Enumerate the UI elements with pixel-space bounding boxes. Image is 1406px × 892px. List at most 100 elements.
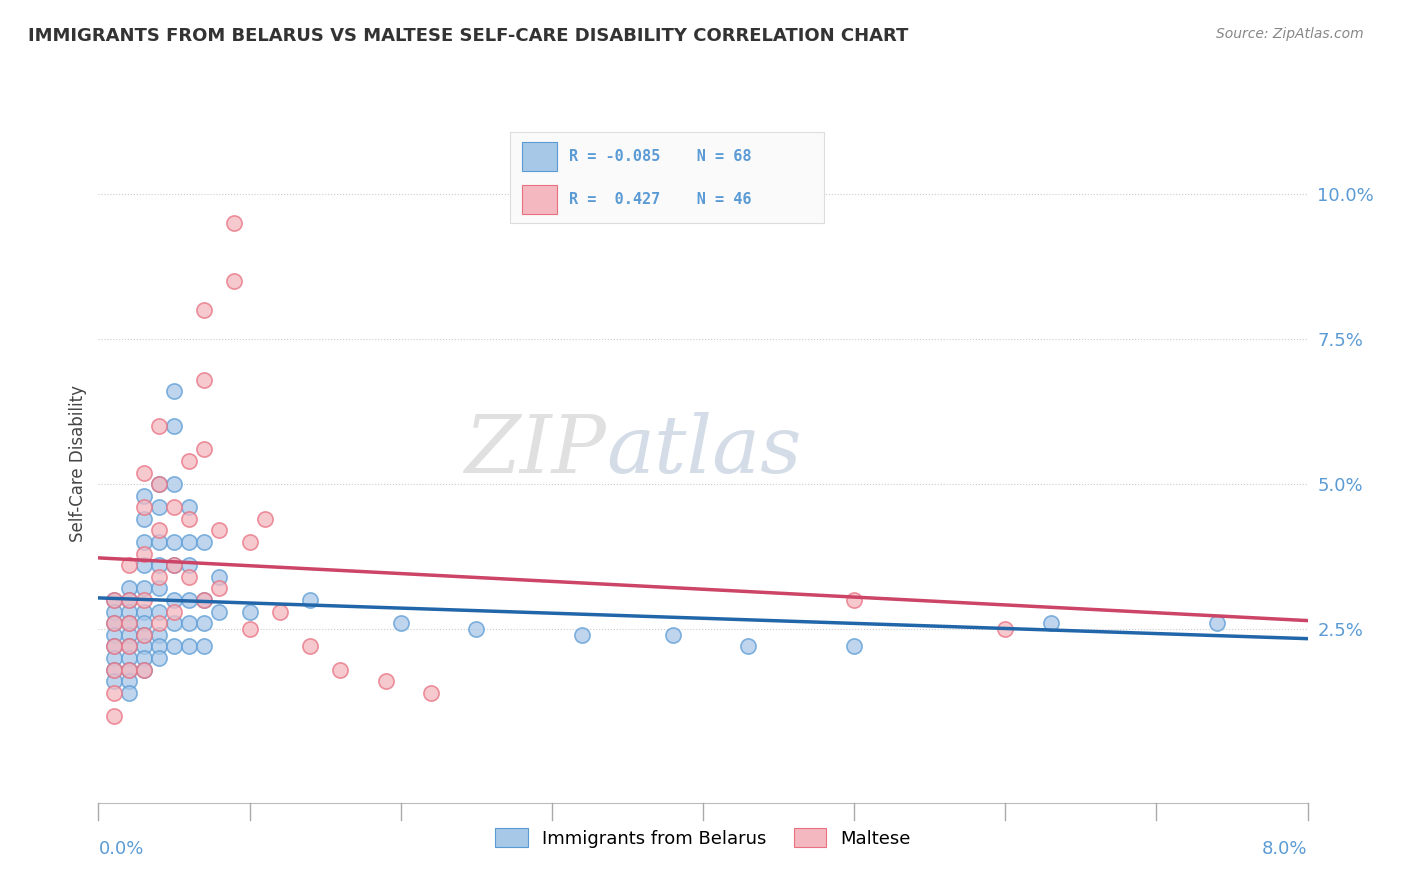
Point	[193, 373, 215, 387]
Point	[118, 674, 141, 689]
Text: Source: ZipAtlas.com: Source: ZipAtlas.com	[1216, 27, 1364, 41]
Point	[103, 593, 125, 607]
Point	[299, 640, 322, 654]
Point	[844, 640, 866, 654]
Point	[208, 605, 231, 619]
Point	[148, 605, 170, 619]
Point	[132, 616, 155, 631]
Point	[179, 454, 201, 468]
Point	[239, 535, 262, 549]
Point	[132, 512, 155, 526]
Point	[132, 500, 155, 515]
Point	[179, 570, 201, 584]
Point	[132, 651, 155, 665]
Point	[132, 489, 155, 503]
Point	[179, 616, 201, 631]
Point	[193, 640, 215, 654]
Point	[148, 500, 170, 515]
Point	[179, 500, 201, 515]
Point	[103, 616, 125, 631]
Point	[1205, 616, 1229, 631]
Point	[208, 582, 231, 596]
Point	[132, 593, 155, 607]
Point	[419, 686, 441, 700]
Point	[163, 384, 186, 399]
Point	[148, 477, 170, 491]
Point	[132, 628, 155, 642]
Point	[118, 686, 141, 700]
Point	[118, 663, 141, 677]
Point	[1039, 616, 1062, 631]
Point	[163, 593, 186, 607]
Point	[148, 570, 170, 584]
Point	[132, 547, 155, 561]
Point	[193, 593, 215, 607]
Point	[103, 628, 125, 642]
Point	[118, 605, 141, 619]
Point	[132, 640, 155, 654]
Point	[103, 686, 125, 700]
Point	[132, 605, 155, 619]
Point	[224, 274, 246, 288]
Point	[118, 663, 141, 677]
Point	[148, 419, 170, 434]
Point	[193, 535, 215, 549]
Point	[132, 558, 155, 573]
Legend: Immigrants from Belarus, Maltese: Immigrants from Belarus, Maltese	[488, 821, 918, 855]
Point	[118, 593, 141, 607]
Point	[148, 582, 170, 596]
Point	[132, 663, 155, 677]
Point	[118, 616, 141, 631]
Point	[132, 582, 155, 596]
Text: ZIP: ZIP	[464, 411, 606, 489]
Point	[103, 640, 125, 654]
Point	[163, 500, 186, 515]
Point	[148, 524, 170, 538]
Point	[193, 593, 215, 607]
Point	[103, 640, 125, 654]
Point	[163, 419, 186, 434]
Point	[208, 570, 231, 584]
Point	[148, 558, 170, 573]
Point	[994, 622, 1017, 636]
Point	[118, 640, 141, 654]
Point	[193, 303, 215, 318]
Point	[103, 593, 125, 607]
Point	[132, 628, 155, 642]
Point	[239, 605, 262, 619]
Point	[253, 512, 276, 526]
Point	[661, 628, 683, 642]
Point	[148, 535, 170, 549]
Point	[179, 535, 201, 549]
Point	[163, 640, 186, 654]
Point	[163, 558, 186, 573]
Point	[103, 663, 125, 677]
Point	[118, 558, 141, 573]
Point	[163, 605, 186, 619]
Point	[737, 640, 759, 654]
Y-axis label: Self-Care Disability: Self-Care Disability	[69, 385, 87, 542]
Point	[179, 512, 201, 526]
Point	[374, 674, 396, 689]
Point	[193, 616, 215, 631]
Point	[329, 663, 352, 677]
Point	[103, 674, 125, 689]
Point	[269, 605, 291, 619]
Point	[103, 651, 125, 665]
Point	[148, 616, 170, 631]
Point	[465, 622, 488, 636]
Point	[132, 466, 155, 480]
Text: 8.0%: 8.0%	[1263, 840, 1308, 858]
Point	[148, 477, 170, 491]
Point	[118, 616, 141, 631]
Point	[103, 663, 125, 677]
Point	[193, 442, 215, 457]
Point	[118, 628, 141, 642]
Point	[118, 582, 141, 596]
Point	[299, 593, 322, 607]
Point	[163, 477, 186, 491]
Point	[571, 628, 593, 642]
Point	[103, 709, 125, 723]
Text: atlas: atlas	[606, 411, 801, 489]
Point	[224, 216, 246, 230]
